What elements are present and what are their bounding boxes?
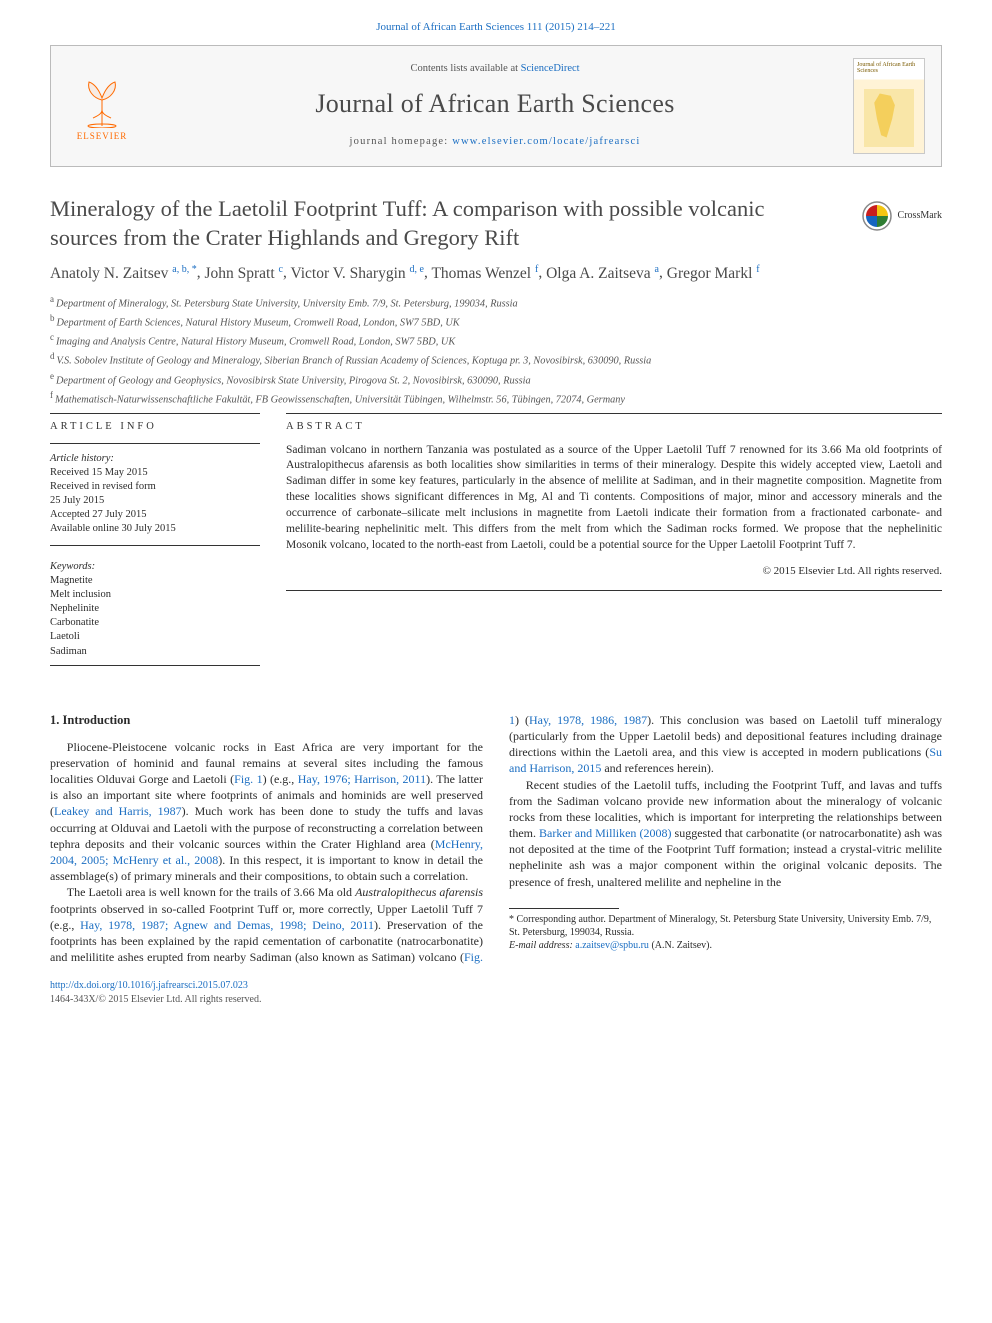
author: Olga A. Zaitseva a	[546, 265, 659, 282]
affil-ref[interactable]: d, e	[410, 263, 424, 274]
citation-link[interactable]: Hay, 1978, 1987; Agnew and Demas, 1998; …	[80, 918, 374, 932]
crossmark-label: CrossMark	[898, 209, 942, 223]
keywords-list: Magnetite Melt inclusion Nephelinite Car…	[50, 574, 260, 659]
email-label: E-mail address:	[509, 940, 575, 951]
body-paragraph: Recent studies of the Laetolil tuffs, in…	[509, 777, 942, 890]
journal-title: Journal of African Earth Sciences	[149, 86, 841, 121]
citation-link[interactable]: Hay, 1978, 1986, 1987	[529, 713, 647, 727]
affiliation: cImaging and Analysis Centre, Natural Hi…	[50, 331, 942, 349]
affil-ref[interactable]: f	[535, 263, 538, 274]
figure-ref-link[interactable]: Fig. 1	[234, 772, 262, 786]
journal-cover-thumbnail: Journal of African Earth Sciences	[853, 58, 925, 154]
abstract-block: ABSTRACT Sadiman volcano in northern Tan…	[286, 413, 942, 673]
keywords-label: Keywords:	[50, 560, 260, 574]
crossmark-badge[interactable]: CrossMark	[862, 201, 942, 231]
corresponding-author-mark[interactable]: *	[192, 263, 197, 274]
contents-prefix: Contents lists available at	[410, 63, 520, 74]
footnote-rule	[509, 908, 619, 909]
affiliation: fMathematisch-Naturwissenschaftliche Fak…	[50, 389, 942, 407]
publisher-name: ELSEVIER	[77, 130, 128, 142]
citation-link[interactable]: Hay, 1976; Harrison, 2011	[298, 772, 426, 786]
journal-homepage-line: journal homepage: www.elsevier.com/locat…	[149, 135, 841, 149]
affil-ref[interactable]: a	[655, 263, 659, 274]
sciencedirect-link[interactable]: ScienceDirect	[521, 63, 580, 74]
history-item: 25 July 2015	[50, 494, 260, 508]
affiliation: dV.S. Sobolev Institute of Geology and M…	[50, 350, 942, 368]
author: Victor V. Sharygin d, e	[290, 265, 424, 282]
article-body: 1. Introduction Pliocene-Pleistocene vol…	[50, 712, 942, 966]
issn-copyright-line: 1464-343X/© 2015 Elsevier Ltd. All right…	[50, 993, 942, 1007]
keyword: Melt inclusion	[50, 588, 260, 602]
keyword: Nephelinite	[50, 602, 260, 616]
journal-masthead: ELSEVIER Contents lists available at Sci…	[50, 45, 942, 167]
affiliation: aDepartment of Mineralogy, St. Petersbur…	[50, 293, 942, 311]
cover-thumb-title: Journal of African Earth Sciences	[857, 62, 921, 75]
corresponding-author-footnote: * Corresponding author. Department of Mi…	[509, 913, 942, 939]
article-info-label: ARTICLE INFO	[50, 420, 260, 434]
journal-homepage-link[interactable]: www.elsevier.com/locate/jafrearsci	[452, 136, 640, 147]
elsevier-tree-icon	[75, 70, 129, 128]
citation-link[interactable]: Leakey and Harris, 1987	[54, 804, 182, 818]
running-head: Journal of African Earth Sciences 111 (2…	[50, 20, 942, 35]
contents-available-line: Contents lists available at ScienceDirec…	[149, 62, 841, 76]
taxon-name: Australopithecus afarensis	[355, 885, 483, 899]
author: Thomas Wenzel f	[431, 265, 538, 282]
author-email-link[interactable]: a.zaitsev@spbu.ru	[575, 940, 649, 951]
copyright-line: © 2015 Elsevier Ltd. All rights reserved…	[286, 564, 942, 579]
history-label: Article history:	[50, 452, 260, 466]
keyword: Laetoli	[50, 630, 260, 644]
affil-ref[interactable]: c	[279, 263, 283, 274]
crossmark-icon	[862, 201, 892, 231]
affiliation: eDepartment of Geology and Geophysics, N…	[50, 370, 942, 388]
section-heading-introduction: 1. Introduction	[50, 712, 483, 729]
abstract-label: ABSTRACT	[286, 420, 942, 434]
email-suffix: (A.N. Zaitsev).	[649, 940, 712, 951]
cover-thumb-map-icon	[864, 89, 914, 147]
keyword: Carbonatite	[50, 616, 260, 630]
affil-ref[interactable]: f	[756, 263, 759, 274]
history-item: Received 15 May 2015	[50, 466, 260, 480]
affiliation: bDepartment of Earth Sciences, Natural H…	[50, 312, 942, 330]
body-paragraph: Pliocene-Pleistocene volcanic rocks in E…	[50, 739, 483, 885]
author: John Spratt c	[204, 265, 283, 282]
email-footnote: E-mail address: a.zaitsev@spbu.ru (A.N. …	[509, 939, 942, 952]
homepage-prefix: journal homepage:	[350, 136, 453, 147]
history-list: Received 15 May 2015 Received in revised…	[50, 466, 260, 537]
keyword: Magnetite	[50, 574, 260, 588]
publisher-logo: ELSEVIER	[67, 66, 137, 146]
article-title: Mineralogy of the Laetolil Footprint Tuf…	[50, 195, 942, 253]
article-info-block: ARTICLE INFO Article history: Received 1…	[50, 413, 260, 673]
footnotes: * Corresponding author. Department of Mi…	[509, 913, 942, 952]
history-item: Available online 30 July 2015	[50, 522, 260, 536]
author: Gregor Markl f	[667, 265, 760, 282]
affil-ref[interactable]: a, b,	[172, 263, 191, 274]
running-head-link[interactable]: Journal of African Earth Sciences 111 (2…	[376, 21, 616, 33]
keyword: Sadiman	[50, 645, 260, 659]
author: Anatoly N. Zaitsev a, b, *	[50, 265, 197, 282]
affiliation-list: aDepartment of Mineralogy, St. Petersbur…	[50, 293, 942, 408]
doi-link[interactable]: http://dx.doi.org/10.1016/j.jafrearsci.2…	[50, 980, 248, 991]
citation-link[interactable]: Barker and Milliken (2008)	[539, 826, 671, 840]
abstract-text: Sadiman volcano in northern Tanzania was…	[286, 443, 942, 554]
history-item: Received in revised form	[50, 480, 260, 494]
page-footer: http://dx.doi.org/10.1016/j.jafrearsci.2…	[50, 979, 942, 1006]
history-item: Accepted 27 July 2015	[50, 508, 260, 522]
author-list: Anatoly N. Zaitsev a, b, *, John Spratt …	[50, 262, 942, 284]
